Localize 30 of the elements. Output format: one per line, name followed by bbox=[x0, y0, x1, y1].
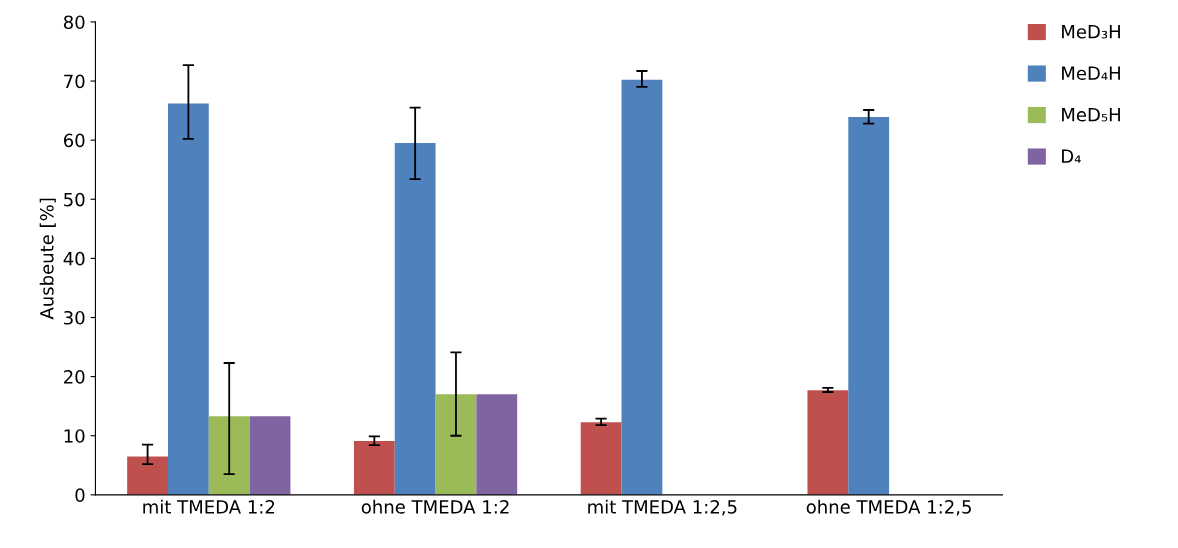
y-tick-label: 30 bbox=[64, 310, 85, 325]
bar bbox=[848, 117, 890, 495]
y-tick-label: 10 bbox=[64, 429, 85, 443]
y-axis-title: Ausbeute [%] bbox=[39, 198, 56, 320]
legend-label: MeD₅H bbox=[1062, 108, 1120, 122]
y-tick-label: 70 bbox=[64, 74, 85, 89]
bar bbox=[353, 441, 395, 495]
y-tick-label: 20 bbox=[64, 370, 85, 384]
x-tick-label: ohne TMEDA 1:2 bbox=[361, 499, 509, 514]
bar bbox=[435, 394, 477, 495]
x-tick-label: mit TMEDA 1:2,5 bbox=[588, 499, 737, 516]
bar bbox=[476, 394, 518, 495]
y-tick-label: 60 bbox=[63, 133, 85, 148]
x-tick-label: mit TMEDA 1:2 bbox=[143, 499, 275, 514]
x-tick-label: ohne TMEDA 1:2,5 bbox=[806, 499, 971, 516]
bar bbox=[208, 416, 250, 495]
y-tick-label: 0 bbox=[75, 488, 85, 502]
bar bbox=[127, 456, 168, 495]
y-tick-label: 80 bbox=[63, 15, 85, 30]
bar bbox=[167, 103, 209, 495]
bar bbox=[394, 143, 436, 495]
bar bbox=[249, 416, 291, 495]
bar bbox=[621, 79, 663, 495]
bar bbox=[580, 422, 622, 495]
bar bbox=[807, 390, 849, 495]
y-tick-label: 40 bbox=[63, 251, 85, 266]
legend-label: MeD₄H bbox=[1062, 66, 1120, 80]
legend-label: MeD₃H bbox=[1062, 25, 1120, 39]
y-tick-label: 50 bbox=[64, 192, 85, 207]
legend-label: D₄ bbox=[1062, 149, 1081, 163]
